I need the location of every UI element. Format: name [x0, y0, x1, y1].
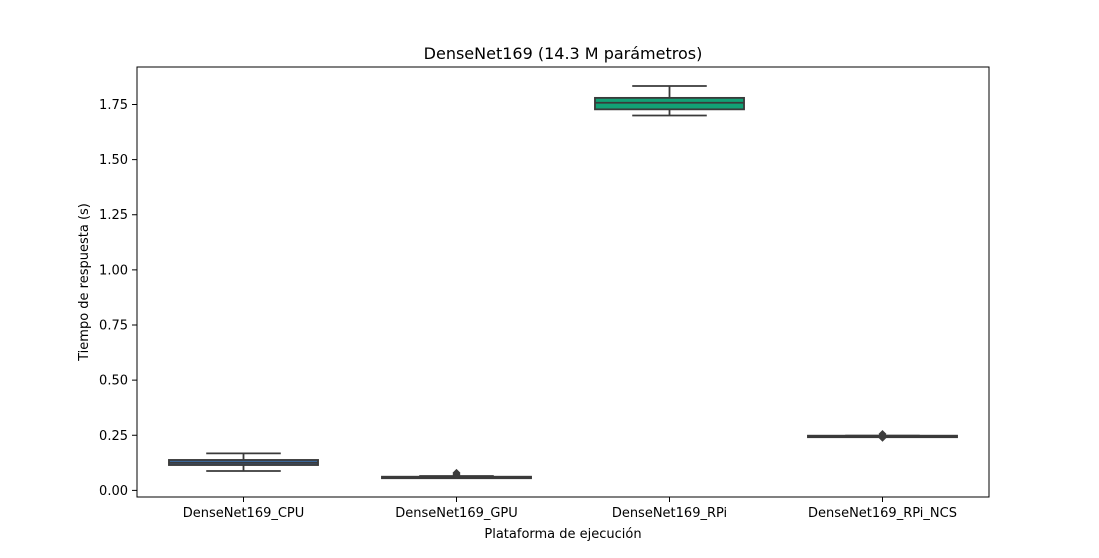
chart-title: DenseNet169 (14.3 M parámetros) [424, 44, 703, 63]
x-tick-label: DenseNet169_GPU [395, 506, 518, 521]
y-tick-label: 1.50 [99, 153, 128, 168]
y-tick-label: 0.50 [99, 374, 128, 389]
y-tick-label: 1.75 [99, 98, 128, 113]
x-tick-label: DenseNet169_RPi [612, 506, 727, 521]
y-axis-label: Tiempo de respuesta (s) [77, 203, 92, 362]
outlier-point [452, 468, 461, 477]
y-tick-label: 0.00 [99, 484, 128, 499]
x-tick-label: DenseNet169_CPU [183, 506, 305, 521]
plot-area: 0.00 0.25 0.50 0.75 1.00 1.25 1.50 1.75 DenseNet… [99, 66, 990, 521]
y-tick-label: 0.75 [99, 319, 128, 334]
x-tick-label: DenseNet169_RPi_NCS [808, 506, 957, 521]
y-tick-label: 1.25 [99, 208, 128, 223]
x-axis-label: Plataforma de ejecución [484, 527, 641, 542]
outlier-point [878, 430, 887, 438]
y-tick-label: 1.00 [99, 263, 128, 278]
plot-frame [136, 66, 990, 498]
y-tick-label: 0.25 [99, 429, 128, 444]
